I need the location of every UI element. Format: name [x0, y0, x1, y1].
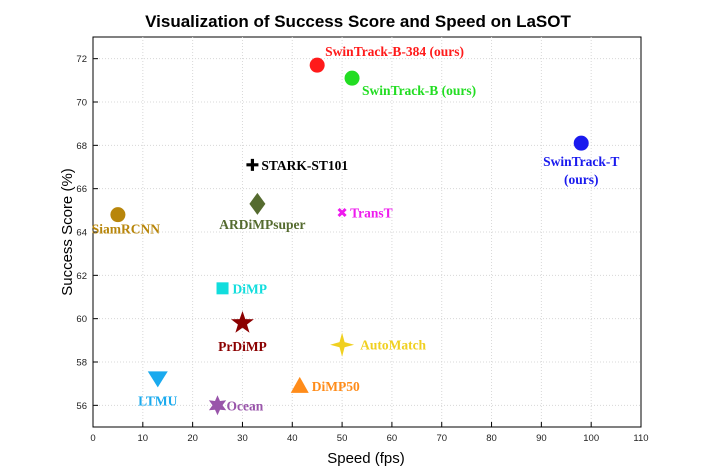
label-line: AutoMatch — [360, 338, 426, 353]
point-ardimpsuper — [249, 192, 266, 215]
y-tick-label: 72 — [76, 54, 87, 65]
x-tick-label: 60 — [387, 433, 398, 444]
point-swintrack-t-ours — [573, 135, 589, 151]
label-line: DiMP50 — [312, 379, 360, 394]
x-tick-label: 80 — [486, 433, 497, 444]
y-tick-label: 60 — [76, 314, 87, 325]
label-line: ARDiMPsuper — [219, 217, 305, 232]
x-tick-label: 40 — [287, 433, 298, 444]
x-tick-label: 0 — [90, 433, 95, 444]
label-dimp: DiMP — [233, 281, 268, 296]
point-ltmu — [147, 371, 168, 388]
label-line: SwinTrack-T — [543, 154, 619, 169]
chart-title: Visualization of Success Score and Speed… — [145, 12, 571, 31]
x-tick-label: 70 — [436, 433, 447, 444]
point-transt — [337, 207, 347, 218]
label-dimp50: DiMP50 — [312, 379, 360, 394]
label-line: STARK-ST101 — [261, 158, 348, 173]
y-tick-label: 62 — [76, 271, 87, 282]
label-line: Ocean — [227, 398, 264, 413]
label-ocean: Ocean — [227, 398, 264, 413]
grid-lines — [93, 37, 641, 427]
point-siamrcnn — [110, 207, 126, 223]
data-points — [110, 57, 589, 416]
x-tick-label: 100 — [583, 433, 599, 444]
x-tick-label: 30 — [237, 433, 248, 444]
label-line: PrDiMP — [218, 339, 267, 354]
label-automatch: AutoMatch — [360, 338, 426, 353]
x-tick-label: 20 — [187, 433, 198, 444]
label-swintrack-b-384-ours: SwinTrack-B-384 (ours) — [325, 44, 464, 59]
y-tick-label: 58 — [76, 358, 87, 369]
label-line: TransT — [350, 206, 393, 221]
point-labels: SwinTrack-B-384 (ours) SwinTrack-B (ours)… — [92, 44, 620, 413]
point-prdimp — [231, 311, 254, 333]
y-tick-label: 70 — [76, 98, 87, 109]
point-automatch — [330, 332, 355, 357]
x-tick-label: 10 — [138, 433, 149, 444]
label-transt: TransT — [350, 206, 393, 221]
point-dimp — [216, 282, 229, 295]
point-dimp50 — [290, 376, 309, 393]
label-siamrcnn: SiamRCNN — [92, 222, 161, 237]
y-tick-label: 56 — [76, 401, 87, 412]
point-swintrack-b-ours — [344, 70, 360, 86]
label-ardimpsuper: ARDiMPsuper — [219, 217, 305, 232]
label-line: SiamRCNN — [92, 222, 161, 237]
point-swintrack-b-384-ours — [309, 57, 325, 73]
label-ltmu: LTMU — [138, 393, 178, 408]
label-swintrack-t-ours: SwinTrack-T (ours) — [543, 154, 619, 187]
label-stark-st101: STARK-ST101 — [261, 158, 348, 173]
point-ocean — [208, 395, 227, 416]
x-tick-label: 90 — [536, 433, 547, 444]
point-stark-st101 — [246, 158, 259, 171]
label-line: DiMP — [233, 281, 268, 296]
axis-ticks: 0 10 20 30 40 50 60 70 80 90 100 110 56 58 60 62 64 66 68 7… — [76, 54, 648, 444]
label-line: SwinTrack-B (ours) — [362, 83, 476, 98]
label-line: SwinTrack-B-384 (ours) — [325, 44, 464, 59]
label-line: (ours) — [564, 172, 599, 187]
label-prdimp: PrDiMP — [218, 339, 267, 354]
y-tick-label: 64 — [76, 228, 87, 239]
x-tick-label: 110 — [633, 433, 648, 444]
x-axis-label: Speed (fps) — [327, 450, 405, 467]
y-tick-label: 68 — [76, 141, 87, 152]
label-line: LTMU — [138, 393, 178, 408]
x-tick-label: 50 — [337, 433, 348, 444]
label-swintrack-b-ours: SwinTrack-B (ours) — [362, 83, 476, 98]
y-axis-label: Success Score (%) — [59, 168, 76, 296]
y-tick-label: 66 — [76, 184, 87, 195]
